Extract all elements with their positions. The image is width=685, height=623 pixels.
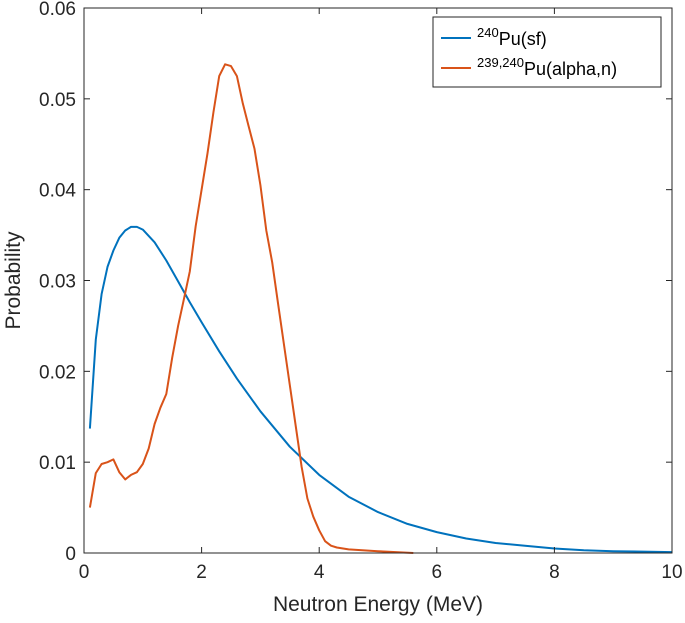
x-tick-label: 0 <box>79 562 90 583</box>
series-line-1 <box>88 63 414 554</box>
legend-label-pu-sf: 240Pu(sf) <box>477 25 547 49</box>
y-tick-label: 0.02 <box>39 362 76 383</box>
x-tick-label: 2 <box>196 562 207 583</box>
x-tick-label: 4 <box>314 562 325 583</box>
y-tick-label: 0.01 <box>39 453 76 474</box>
y-tick-label: 0.05 <box>39 90 76 111</box>
legend-label-pu-sf-sup: 240 <box>477 25 499 40</box>
y-tick-label: 0 <box>65 544 76 565</box>
y-tick-label: 0.06 <box>39 0 76 20</box>
x-tick-label: 8 <box>549 562 560 583</box>
y-axis-title: Probability <box>2 231 25 330</box>
plot-area <box>88 63 673 554</box>
series-line-0 <box>88 225 673 554</box>
x-tick-label: 10 <box>661 562 682 583</box>
y-tick-label: 0.04 <box>39 181 76 202</box>
axis-ticks: 0 2 4 6 8 10 0 0.01 0.02 0.03 0.04 0.05 0.06 <box>39 0 683 583</box>
y-tick-label: 0.03 <box>39 272 76 293</box>
legend-label-pu-sf-main: Pu(sf) <box>499 29 547 49</box>
legend-label-pu-alpha-n-sup: 239,240 <box>477 55 524 70</box>
legend-box <box>432 16 662 88</box>
legend-label-pu-alpha-n-main: Pu(alpha,n) <box>524 59 617 79</box>
legend-label-pu-alpha-n: 239,240Pu(alpha,n) <box>477 55 617 79</box>
legend: 240Pu(sf) 239,240Pu(alpha,n) <box>432 16 662 88</box>
x-axis-title: Neutron Energy (MeV) <box>273 593 483 616</box>
x-tick-label: 6 <box>432 562 443 583</box>
